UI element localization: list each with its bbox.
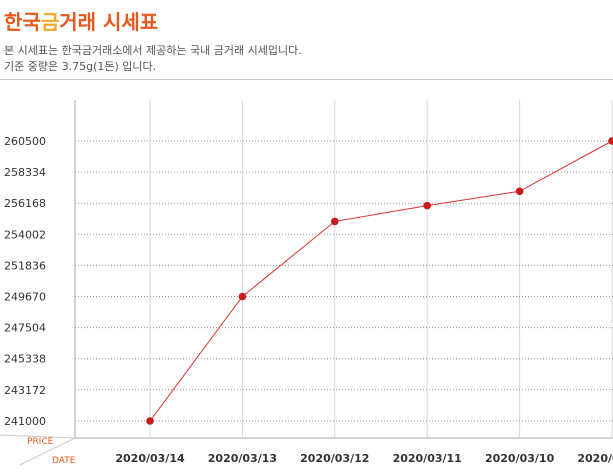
y-tick-label: 245338 [4, 353, 46, 366]
title-part-2: 거래 시세표 [59, 10, 159, 34]
axis-corner-divider [19, 437, 76, 466]
title-part-1: 한국 [4, 10, 41, 34]
x-tick-label: 2020/03/10 [485, 452, 555, 465]
y-tick-label: 241000 [4, 415, 46, 428]
x-tick-label: 2020/03/09 [577, 452, 613, 465]
data-point [238, 292, 247, 301]
y-axis-title: PRICE [27, 437, 54, 447]
data-point [608, 137, 613, 145]
header-divider [0, 79, 613, 80]
data-point [515, 187, 524, 196]
x-tick-label: 2020/03/14 [115, 452, 185, 465]
y-tick-label: 243172 [4, 384, 46, 397]
x-tick-label: 2020/03/12 [300, 452, 369, 465]
data-point [146, 417, 154, 425]
x-tick-label: 2020/03/11 [393, 452, 462, 465]
title-highlight: 금 [40, 10, 60, 34]
x-axis-title: DATE [52, 456, 76, 466]
data-point [423, 201, 432, 210]
page-title: 한국금거래 시세표 [4, 6, 158, 35]
y-tick-label: 256168 [4, 197, 46, 210]
description-line-1: 본 시세표는 한국금거래소에서 제공하는 국내 금거래 시세입니다. [4, 44, 302, 57]
x-tick-label: 2020/03/13 [208, 452, 277, 465]
axis-corner-divider [0, 434, 76, 439]
price-series-line [149, 140, 613, 422]
description-line-2: 기준 중량은 3.75g(1돈) 입니다. [4, 60, 157, 73]
y-tick-label: 254002 [4, 228, 46, 241]
y-tick-label: 260500 [4, 135, 46, 148]
y-tick-label: 247504 [4, 322, 46, 335]
y-tick-label: 258334 [4, 166, 46, 179]
data-point [331, 217, 339, 226]
y-tick-label: 249670 [4, 291, 46, 304]
y-tick-label: 251836 [4, 259, 46, 272]
